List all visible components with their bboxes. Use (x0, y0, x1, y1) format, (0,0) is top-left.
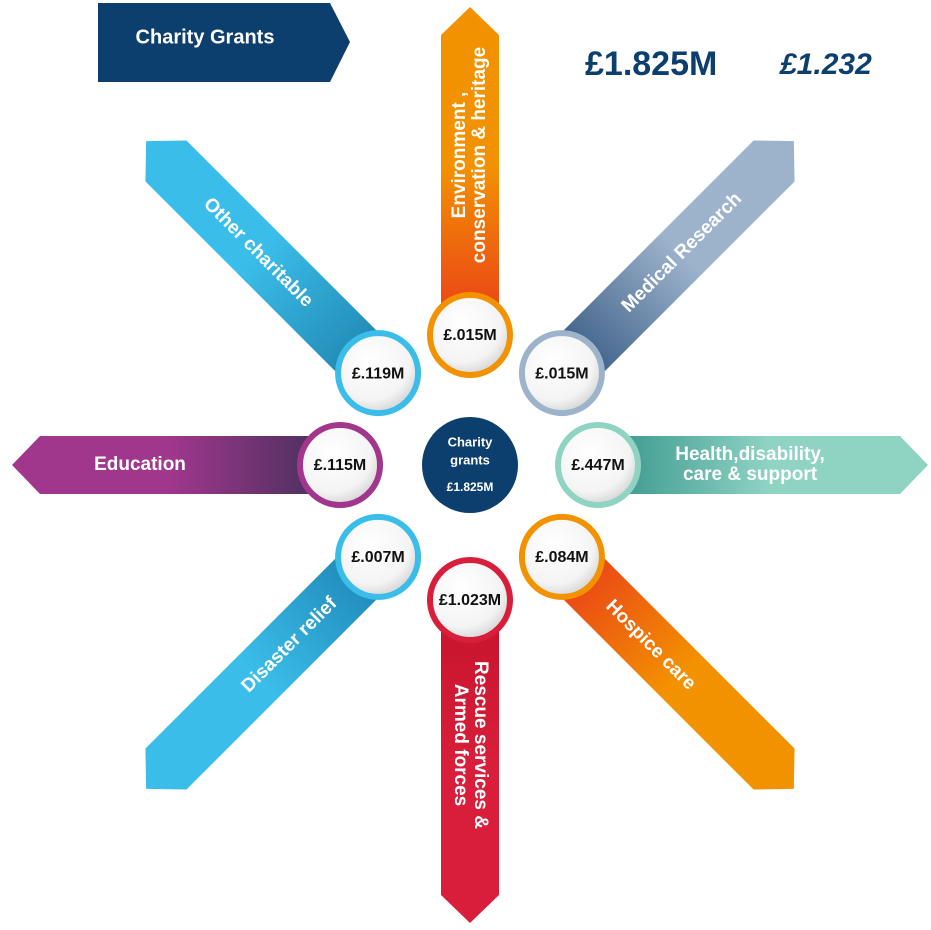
spoke (541, 536, 795, 790)
badge (98, 3, 350, 82)
spoke-label-line: care & support (683, 464, 818, 485)
spoke (441, 7, 499, 335)
spoke-label-line: conservation & heritage (469, 47, 490, 263)
amount-ring (518, 513, 605, 600)
amount: £1.023M (439, 592, 501, 609)
spoke-label: Medical Research (618, 188, 746, 316)
spoke-arrow (441, 600, 499, 923)
spoke-label: Rescue services &Armed forces (450, 661, 491, 829)
spoke-arrow (145, 140, 399, 394)
rings: £.015M £.015M £.447M £.084M £1.023M £.007M £.1… (297, 292, 641, 643)
amount-ring (427, 557, 513, 643)
spoke-arrow (541, 536, 795, 790)
amount: £.084M (535, 549, 588, 566)
center-circle (422, 417, 518, 513)
spoke-label-line: Health,disability, (675, 444, 825, 465)
spoke-label-line: Medical Research (618, 188, 746, 316)
spoke-label-line: Armed forces (450, 684, 471, 807)
spoke (598, 436, 928, 494)
amount-ring (297, 422, 383, 508)
spoke-arrow (441, 7, 499, 335)
spoke-label: Education (94, 454, 186, 475)
spoke (541, 140, 795, 394)
center-amount: £1.825M (447, 480, 494, 494)
amount: £.007M (351, 549, 404, 566)
amount-ring (427, 292, 513, 378)
center-text: Charity (448, 434, 494, 449)
spoke (145, 536, 399, 790)
center-text: grants (450, 452, 490, 467)
amount: £.119M (352, 365, 404, 382)
amount-ring (335, 330, 422, 417)
spoke-label: Environment , conservation & heritage (449, 47, 490, 263)
amount: £.015M (443, 327, 496, 344)
spoke-arrow (145, 536, 399, 790)
spoke-arrow (598, 436, 928, 494)
amount: £.447M (571, 457, 624, 474)
spoke-label-line: Rescue services & (470, 661, 491, 829)
spoke-label: Health,disability,care & support (675, 444, 825, 485)
amount-ring (335, 513, 422, 600)
amount: £.115M (314, 457, 366, 474)
spoke (441, 600, 499, 923)
badge-text: Charity Grants (136, 26, 275, 48)
spoke-label-line: Environment , (449, 92, 470, 219)
amount: £.015M (535, 365, 588, 382)
amount-ring (555, 422, 641, 508)
total: £1.825M (585, 45, 717, 83)
spoke-label-line: Education (94, 454, 186, 475)
prior-total: £1.232 (779, 48, 872, 81)
spokes: Environment , conservation & heritage Medi… (12, 7, 928, 923)
spoke-arrow (541, 140, 795, 394)
amount-ring (518, 330, 605, 417)
spoke (12, 436, 340, 494)
spoke (145, 140, 399, 394)
spoke-arrow (12, 436, 340, 494)
